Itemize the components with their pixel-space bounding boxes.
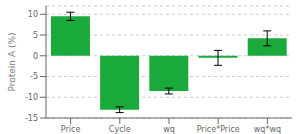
svg-text:Protein A (%): Protein A (%)	[8, 32, 17, 91]
svg-text:Cycle: Cycle	[109, 125, 131, 134]
svg-text:Price: Price	[61, 125, 81, 134]
svg-text:-10: -10	[25, 93, 38, 102]
svg-text:-15: -15	[25, 114, 38, 123]
svg-text:0: 0	[33, 52, 38, 61]
svg-text:5: 5	[33, 31, 38, 40]
svg-text:10: 10	[28, 10, 38, 19]
svg-text:wq: wq	[163, 125, 175, 134]
svg-text:-5: -5	[30, 72, 38, 81]
svg-text:wq*wq: wq*wq	[254, 125, 281, 134]
svg-text:Price*Price: Price*Price	[197, 125, 240, 134]
